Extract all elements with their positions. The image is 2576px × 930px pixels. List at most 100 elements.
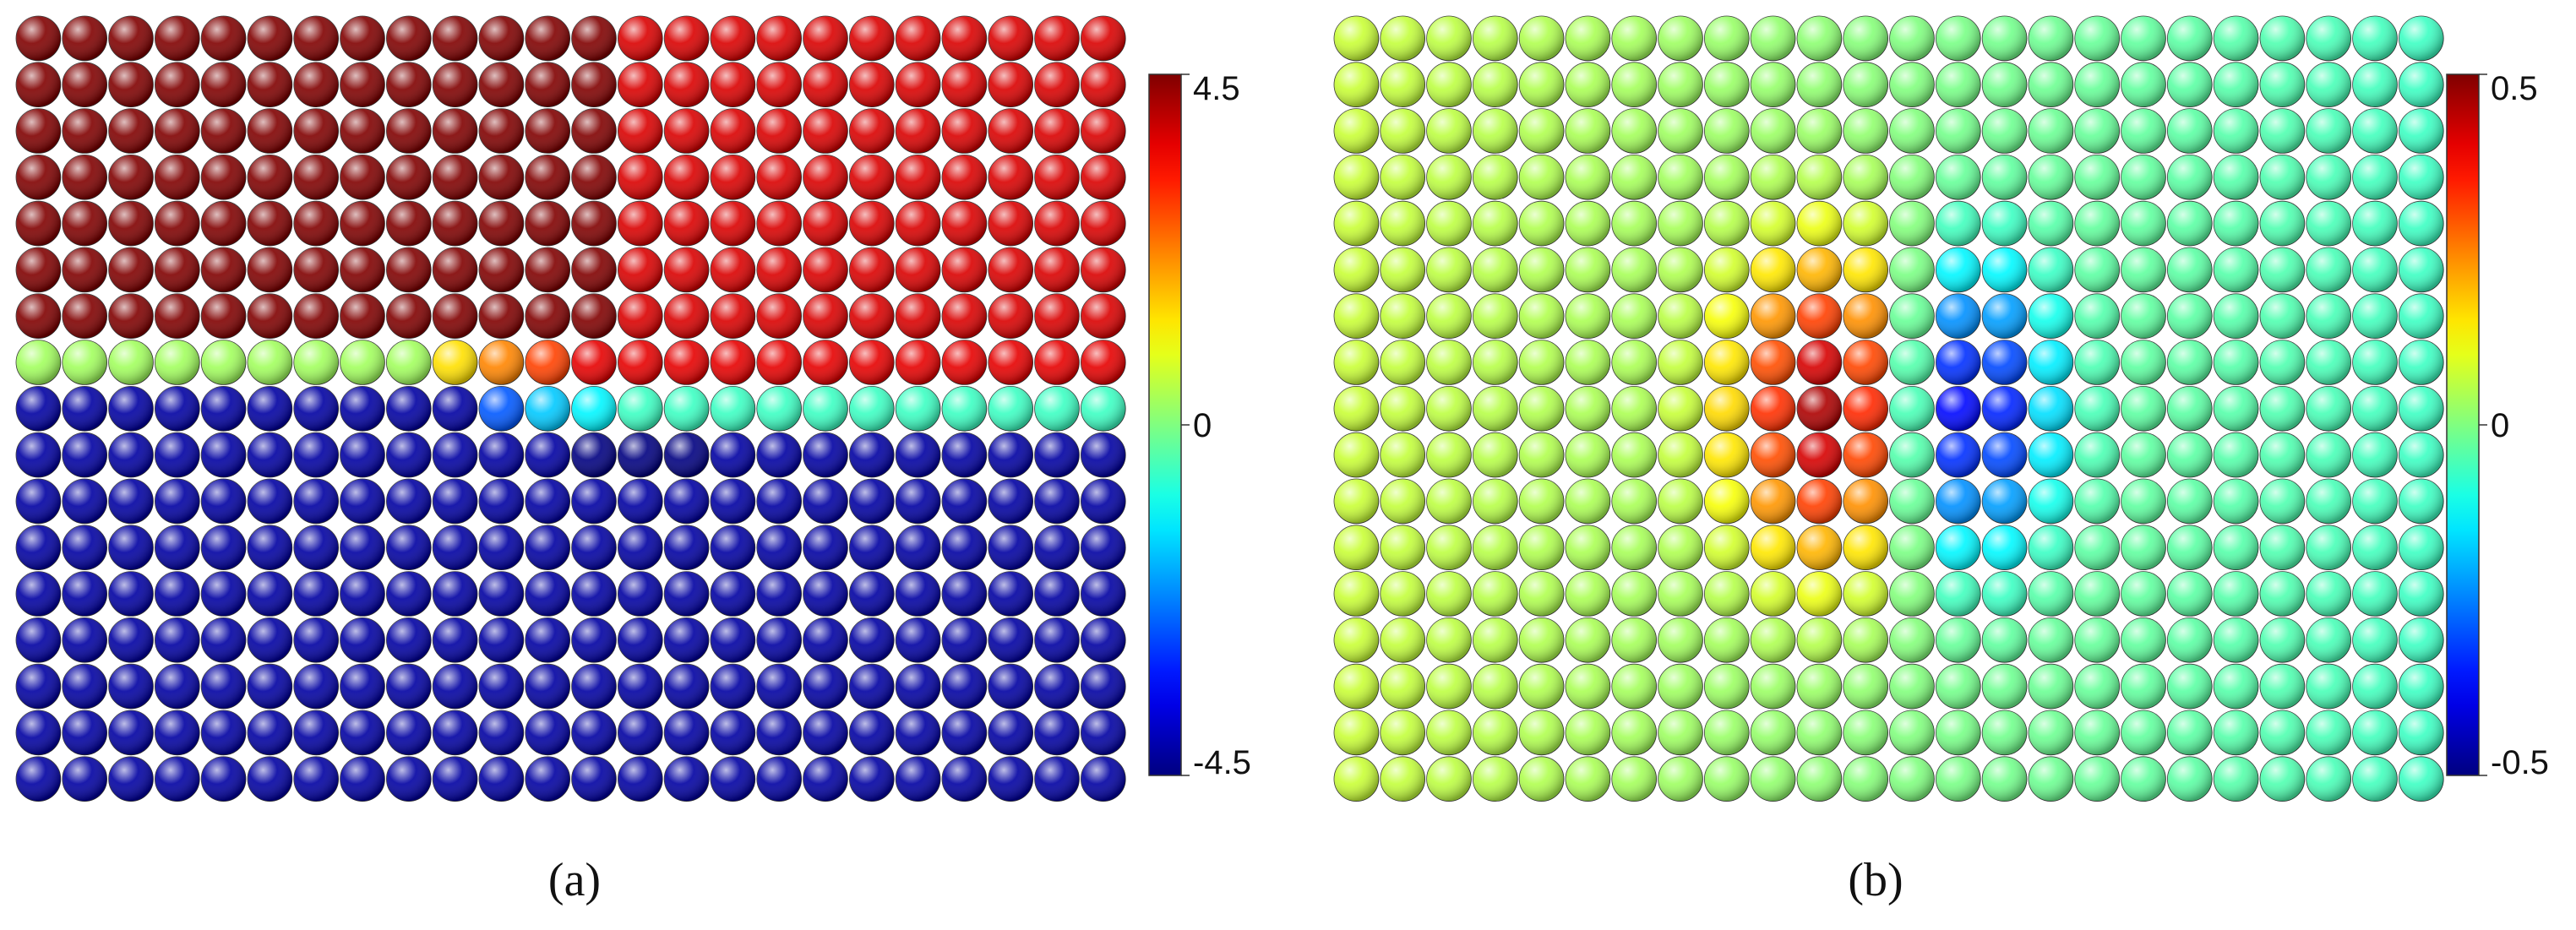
atom-highlight — [1704, 479, 1750, 524]
atom-highlight — [1566, 525, 1610, 570]
atom-highlight — [571, 664, 617, 709]
atom-highlight — [108, 617, 154, 663]
atom-highlight — [2214, 247, 2258, 292]
atom-highlight — [664, 432, 709, 477]
atom-highlight — [340, 432, 385, 477]
atom-highlight — [618, 155, 663, 200]
atom-highlight — [108, 340, 154, 385]
atom-highlight — [1334, 432, 1379, 477]
atom-highlight — [2260, 62, 2305, 107]
atom-highlight — [1081, 155, 1126, 200]
atom-highlight — [1473, 108, 1518, 154]
atom-highlight — [571, 108, 617, 154]
atom-highlight — [1081, 340, 1126, 385]
atom-highlight — [756, 293, 802, 339]
atom-highlight — [155, 571, 200, 617]
atom-highlight — [1936, 571, 1981, 617]
atom-highlight — [1334, 710, 1379, 755]
atom-highlight — [525, 201, 570, 246]
atom-highlight — [293, 340, 339, 385]
atom-highlight — [2306, 525, 2351, 570]
atom-highlight — [896, 617, 940, 663]
atom-highlight — [1751, 201, 1795, 246]
atom-highlight — [1936, 247, 1981, 292]
atom-highlight — [525, 664, 570, 709]
atom-highlight — [1380, 340, 1425, 385]
atom-highlight — [1751, 386, 1795, 432]
atom-highlight — [2306, 664, 2351, 709]
atom-highlight — [2121, 571, 2166, 617]
atom-highlight — [942, 16, 987, 61]
atom-highlight — [1334, 664, 1379, 709]
atom-highlight — [1936, 432, 1981, 477]
atom-highlight — [2306, 108, 2351, 154]
atom-highlight — [433, 386, 477, 432]
atom-highlight — [988, 62, 1033, 107]
atom-highlight — [1426, 16, 1472, 61]
atom-highlight — [479, 155, 524, 200]
atom-highlight — [2352, 710, 2398, 755]
atom-highlight — [2214, 108, 2258, 154]
atom-highlight — [756, 664, 802, 709]
atom-highlight — [433, 293, 477, 339]
atom-highlight — [248, 201, 292, 246]
atom-highlight — [571, 155, 617, 200]
atom-highlight — [2029, 664, 2073, 709]
atom-highlight — [1982, 386, 2027, 432]
atom-highlight — [1611, 479, 1657, 524]
atom-highlight — [1034, 62, 1080, 107]
atom-highlight — [756, 479, 802, 524]
atom-highlight — [1081, 62, 1126, 107]
atom-highlight — [2167, 571, 2213, 617]
atom-highlight — [2260, 201, 2305, 246]
atom-highlight — [293, 571, 339, 617]
atom-highlight — [479, 340, 524, 385]
atom-highlight — [618, 247, 663, 292]
atom-highlight — [618, 386, 663, 432]
atom-highlight — [2352, 201, 2398, 246]
atom-highlight — [155, 16, 200, 61]
atom-highlight — [896, 756, 940, 802]
atom-highlight — [1889, 293, 1935, 339]
atom-highlight — [108, 432, 154, 477]
atom-highlight — [2260, 16, 2305, 61]
atom-highlight — [386, 432, 432, 477]
atom-highlight — [2121, 432, 2166, 477]
atom-highlight — [1566, 247, 1610, 292]
atom-highlight — [664, 664, 709, 709]
atom-highlight — [155, 386, 200, 432]
atom-highlight — [1566, 16, 1610, 61]
atom-highlight — [2121, 293, 2166, 339]
atom-highlight — [525, 340, 570, 385]
atom-highlight — [1611, 571, 1657, 617]
atom-highlight — [1797, 756, 1842, 802]
atom-highlight — [1081, 525, 1126, 570]
atom-highlight — [2306, 340, 2351, 385]
atom-highlight — [2074, 525, 2120, 570]
atom-highlight — [1751, 108, 1795, 154]
atom-highlight — [2214, 386, 2258, 432]
atom-highlight — [756, 247, 802, 292]
atom-highlight — [1889, 571, 1935, 617]
atom-highlight — [1704, 108, 1750, 154]
atom-highlight — [1473, 432, 1518, 477]
atom-highlight — [2352, 525, 2398, 570]
atom-highlight — [849, 617, 895, 663]
atom-highlight — [155, 710, 200, 755]
atom-highlight — [1081, 108, 1126, 154]
atom-highlight — [62, 756, 107, 802]
atom-highlight — [155, 155, 200, 200]
atom-highlight — [2352, 155, 2398, 200]
atom-highlight — [2214, 155, 2258, 200]
atom-highlight — [1081, 479, 1126, 524]
atom-highlight — [248, 756, 292, 802]
atom-highlight — [988, 756, 1033, 802]
atom-highlight — [201, 525, 246, 570]
atom-highlight — [479, 617, 524, 663]
atom-highlight — [1334, 340, 1379, 385]
atom-highlight — [201, 710, 246, 755]
atom-highlight — [108, 16, 154, 61]
atom-highlight — [1380, 62, 1425, 107]
atom-highlight — [479, 525, 524, 570]
atom-highlight — [479, 710, 524, 755]
